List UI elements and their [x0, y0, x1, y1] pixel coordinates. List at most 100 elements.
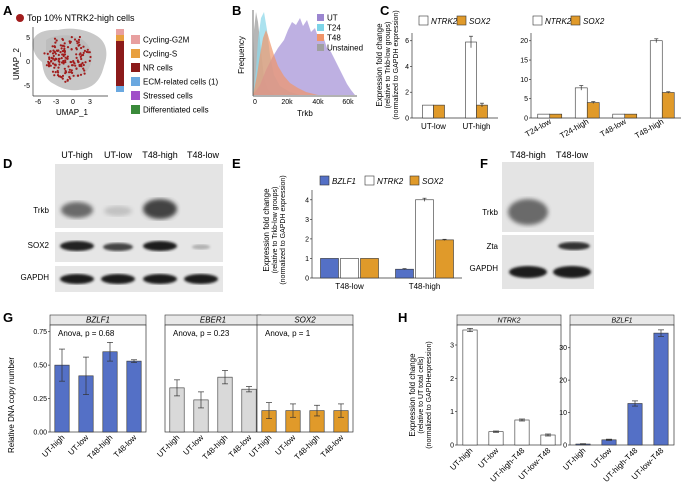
legend-label: NR cells — [143, 64, 173, 73]
umap-xtick: -3 — [53, 99, 59, 106]
panel-letter-d: D — [3, 156, 12, 171]
panel-g-chart: BZLF1 Anova, p = 0.68 0.00 0.25 0.50 0.75 UT-h… — [33, 314, 354, 462]
umap-cell-dot — [48, 57, 51, 61]
blot-f-lane: T48-high — [510, 150, 546, 160]
panel-e-legend: BZLF1 NTRK2 SOX2 — [319, 175, 444, 186]
x-category-label: UT-high — [247, 433, 273, 459]
legend-label: Unstained — [327, 44, 363, 53]
umap-cell-dot — [51, 45, 54, 48]
umap-cell-dot — [70, 64, 74, 67]
panel-letter-g: G — [3, 310, 13, 325]
umap-cell-dot — [54, 41, 57, 44]
y-tick-label: 3 — [305, 217, 309, 224]
umap-cell-dot — [80, 46, 83, 50]
legend-label: BZLF1 — [332, 177, 356, 186]
umap-cell-dot — [45, 64, 49, 67]
x-category-label: T48-low — [335, 282, 364, 291]
umap-cell-dot — [75, 48, 78, 51]
x-category-label: UT-high — [462, 122, 490, 131]
y-tick-label: 10 — [559, 410, 567, 417]
legend-swatch — [317, 34, 324, 41]
legend-label: Stressed cells — [143, 92, 193, 101]
umap-cell-dot — [82, 67, 85, 70]
umap-cell-dot — [83, 49, 86, 53]
y-tick-label: 0.00 — [33, 430, 47, 437]
panel-h: H Expression fold change (relative to UT … — [398, 310, 675, 484]
legend-swatch — [317, 24, 324, 31]
ylabel-line: (relative to Trkb-low groups) — [272, 187, 279, 274]
blot-f-row: GAPDH — [470, 264, 499, 273]
umap-cell-dot — [67, 65, 70, 68]
x-category-label: UT-low — [421, 122, 446, 131]
umap-cell-dot — [63, 50, 66, 53]
umap-cell-dot — [89, 55, 92, 59]
panel-letter-f: F — [480, 156, 488, 171]
y-tick-label: 0 — [563, 443, 567, 450]
umap-highlight-cells — [43, 35, 92, 83]
blot-f-row: Trkb — [482, 208, 498, 217]
legend-label: NTRK2 — [431, 17, 458, 26]
umap-cell-dot — [51, 62, 55, 65]
legend-label: NTRK2 — [377, 177, 404, 186]
legend-label: NTRK2 — [545, 17, 572, 26]
umap-cell-dot — [50, 59, 53, 62]
umap-cell-dot — [72, 74, 75, 77]
umap-cell-dot — [80, 54, 83, 57]
bar-ntrk2 — [465, 41, 477, 119]
umap-cell-dot — [88, 59, 91, 63]
y-tick-label: 2 — [450, 376, 454, 383]
legend-swatch — [319, 175, 330, 186]
umap-cell-dot — [61, 37, 64, 41]
panel-e: E Expression fold change (relative to Trk… — [232, 156, 462, 291]
umap-cell-dot — [60, 57, 63, 60]
facet-stat: Anova, p = 1 — [265, 329, 311, 338]
umap-cell-dot — [73, 38, 77, 41]
x-category-label: T48-high — [201, 433, 230, 462]
panel-letter-b: B — [232, 3, 241, 18]
umap-xtick: 0 — [71, 99, 75, 106]
umap-cell-dot — [78, 43, 81, 47]
umap-cell-dot — [54, 71, 57, 74]
umap-cell-dot — [59, 51, 62, 54]
panel-b: B 0 20k 40k 60k Trkb Frequency UTT24T48U… — [232, 3, 363, 118]
flow-xtick: 0 — [253, 99, 257, 106]
y-tick-label: 20 — [520, 38, 528, 45]
umap-cell-dot — [52, 54, 55, 58]
y-tick-label: 6 — [405, 38, 409, 45]
y-tick-label: 0.75 — [33, 329, 47, 336]
umap-cell-dot — [79, 55, 82, 59]
umap-cell-dot — [46, 52, 49, 56]
umap-cell-dot — [60, 47, 63, 50]
y-tick-label: 0 — [305, 276, 309, 283]
umap-cell-dot — [60, 61, 64, 64]
umap-cell-dot — [54, 63, 57, 66]
umap-cell-dot — [66, 55, 69, 58]
y-tick-label: 30 — [559, 345, 567, 352]
legend-label: SOX2 — [583, 17, 605, 26]
panel-letter-c: C — [380, 3, 390, 18]
umap-cell-dot — [63, 67, 66, 70]
panel-g: G Relative DNA copy number BZLF1 Anova, p… — [3, 310, 354, 462]
x-category-label: T48-low — [599, 117, 628, 139]
umap-cell-dot — [58, 60, 61, 64]
panel-c-legend-left: NTRK2 SOX2 — [418, 15, 491, 26]
g-ylabel: Relative DNA copy number — [7, 357, 16, 453]
umap-cell-dot — [75, 56, 78, 60]
panel-c: C Expression fold change (relative to Trk… — [375, 3, 681, 141]
bar-sox2 — [433, 104, 445, 119]
umap-cell-dot — [64, 61, 67, 64]
umap-cell-dot — [53, 74, 56, 77]
x-category-label: T48-high — [409, 282, 441, 291]
legend-label: Cycling-G2M — [143, 36, 190, 45]
legend-swatch — [131, 91, 140, 100]
facet-title: NTRK2 — [498, 318, 521, 325]
umap-cell-dot — [72, 61, 75, 64]
x-category-label: UT-high — [40, 433, 66, 459]
legend-label: SOX2 — [422, 177, 444, 186]
umap-ytick: 5 — [26, 35, 30, 42]
umap-cell-dot — [80, 63, 83, 66]
ylabel-line: Expression fold change — [262, 188, 271, 272]
umap-cell-dot — [53, 37, 57, 40]
blot-f-lane: T48-low — [556, 150, 589, 160]
y-tick-label: 1 — [305, 256, 309, 263]
